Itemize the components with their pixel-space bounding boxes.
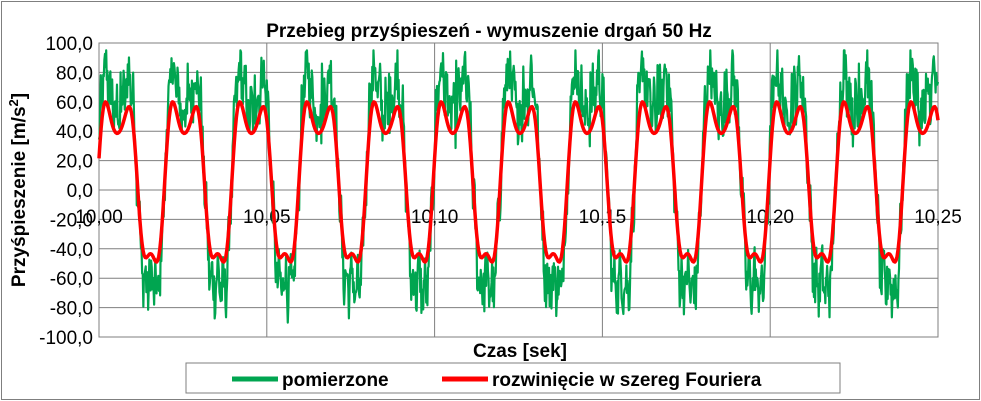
y-tick-label: 20,0	[56, 152, 93, 173]
y-axis-title: Przyśpieszenie [m/s2]	[6, 93, 30, 287]
x-tick-label: 10,10	[411, 207, 459, 228]
y-tick-label: 40,0	[56, 122, 93, 143]
y-tick-label: -80,0	[50, 299, 93, 320]
x-tick-labels: 10,00 10,05 10,10 10,15 10,20 10,25	[75, 207, 962, 228]
y-tick-label: 0,0	[67, 181, 93, 202]
chart-title: Przebieg przyśpieszeń - wymuszenie drgań…	[266, 21, 712, 42]
x-axis-title: Czas [sek]	[473, 341, 567, 362]
legend-label-measured: pomierzone	[282, 370, 389, 391]
y-tick-label: -40,0	[50, 240, 93, 261]
y-tick-label: -60,0	[50, 269, 93, 290]
legend-label-fourier: rozwinięcie w szereg Fouriera	[492, 370, 762, 391]
series-line-fourier	[97, 100, 940, 264]
x-tick-label: 10,05	[243, 207, 291, 228]
x-tick-label: 10,25	[914, 207, 962, 228]
y-tick-label: 100,0	[45, 34, 93, 55]
y-tick-label: 80,0	[56, 63, 93, 84]
y-tick-labels: 100,0 80,0 60,0 40,0 20,0 0,0 -20,0 -40,0 -60,0 -…	[39, 34, 93, 349]
legend-box	[185, 362, 841, 394]
y-tick-label: 60,0	[56, 93, 93, 114]
x-tick-label: 10,00	[75, 207, 123, 228]
y-tick-label: -20,0	[50, 210, 93, 231]
y-tick-label: -100,0	[39, 328, 93, 349]
legend: pomierzone rozwinięcie w szereg Fouriera	[185, 362, 841, 394]
series-layer	[97, 49, 940, 324]
x-tick-label: 10,20	[746, 207, 794, 228]
x-tick-label: 10,15	[579, 207, 627, 228]
series-line-measured	[97, 49, 940, 324]
